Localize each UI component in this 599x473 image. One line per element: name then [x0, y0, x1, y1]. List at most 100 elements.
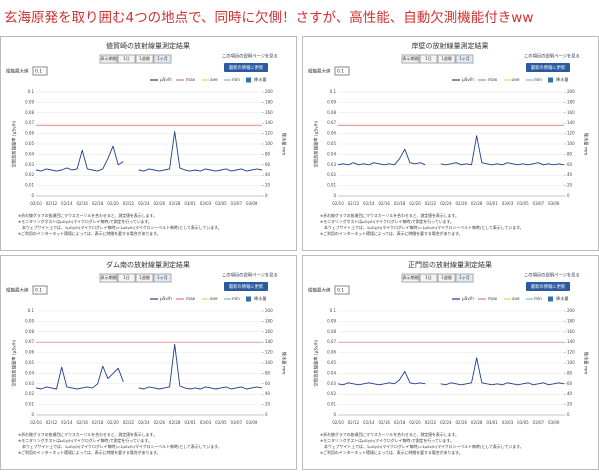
axis-max-label: 縦軸最大値	[308, 287, 331, 294]
period-button-label: 表示期間	[403, 55, 419, 61]
axis-max-select[interactable]	[334, 66, 350, 76]
period-button[interactable]	[437, 54, 456, 64]
y-tick-label: 0.04	[25, 370, 34, 375]
period-button[interactable]	[419, 54, 438, 64]
legend-label: min	[232, 77, 240, 82]
period-button-label: 1ヶ月	[459, 56, 470, 61]
legend-label: μSv/h	[462, 296, 474, 301]
note: ※折れ線グラフの各項目にマウスカーソルを合わせると、測定値を表示します。	[18, 432, 157, 437]
x-tick-label: 02/18	[394, 420, 406, 425]
refresh-button[interactable]	[526, 282, 570, 291]
period-button[interactable]	[117, 54, 136, 64]
y2-tick-label: 180	[567, 318, 575, 323]
legend-swatch	[548, 296, 553, 302]
y-tick-label: 0.03	[327, 381, 336, 386]
x-tick-label: 02/20	[107, 420, 119, 425]
x-tick-label: 02/14	[61, 201, 73, 206]
period-button[interactable]	[153, 54, 172, 64]
legend-label: 降水量	[254, 295, 267, 302]
y2-tick-label: 20	[265, 402, 271, 407]
x-tick-label: 02/26	[154, 420, 166, 425]
y-tick-label: 0.1	[330, 308, 337, 313]
y-tick-label: 0	[333, 412, 336, 417]
refresh-button[interactable]	[526, 63, 570, 72]
x-tick-label: 02/22	[123, 201, 135, 206]
period-button-label: 1日	[123, 56, 130, 61]
y2-tick-label: 140	[567, 120, 575, 125]
x-tick-label: 02/22	[123, 420, 135, 425]
period-button-label: 1週間	[441, 55, 452, 61]
x-tick-label: 02/12	[348, 201, 360, 206]
legend-swatch	[246, 296, 251, 302]
refresh-label: 最新の情報に更新	[531, 283, 566, 290]
note: 本ウェブサイト上では、1μGy/h(マイクログレイ毎時)=1μSv/h(マイクロ…	[324, 444, 524, 449]
note: ※モニタリングポストはμGy/h(マイクログレイ毎時)で測定を行っています。	[18, 219, 152, 224]
refresh-button[interactable]	[224, 282, 268, 291]
help-link[interactable]: この項目の説明ページを見る	[222, 272, 278, 279]
x-tick-label: 03/01	[184, 420, 196, 425]
x-tick-label: 02/28	[471, 420, 483, 425]
y2-tick-label: 140	[265, 120, 273, 125]
x-tick-label: 03/01	[486, 420, 498, 425]
y-tick-label: 0.06	[25, 350, 34, 355]
y-tick-label: 0.08	[25, 329, 34, 334]
x-tick-label: 03/01	[486, 201, 498, 206]
legend-label: μSv/h	[160, 77, 172, 82]
legend-swatch	[548, 77, 553, 83]
axis-max-select[interactable]	[334, 285, 350, 295]
refresh-label: 最新の情報に更新	[229, 64, 264, 71]
period-button[interactable]	[455, 54, 474, 64]
axis-max-select[interactable]	[32, 285, 48, 295]
x-tick-label: 02/16	[76, 201, 88, 206]
panel-border	[0, 36, 297, 251]
x-tick-label: 02/10	[332, 201, 344, 206]
period-button[interactable]	[419, 273, 438, 283]
x-tick-label: 02/28	[471, 201, 483, 206]
x-tick-label: 02/14	[61, 420, 73, 425]
y2-tick-label: 160	[265, 329, 273, 334]
y2-tick-label: 140	[265, 339, 273, 344]
x-tick-label: 02/20	[107, 201, 119, 206]
y2-tick-label: 0	[265, 193, 268, 198]
y-tick-label: 0.05	[327, 360, 336, 365]
x-tick-label: 02/18	[92, 420, 104, 425]
y2-tick-label: 80	[265, 370, 271, 375]
y2-tick-label: 160	[567, 110, 575, 115]
period-button[interactable]	[117, 273, 136, 283]
help-link[interactable]: この項目の説明ページを見る	[222, 53, 278, 60]
y2-tick-label: 180	[265, 318, 273, 323]
y-tick-label: 0.01	[25, 183, 34, 188]
axis-max-label: 縦軸最大値	[308, 68, 331, 75]
note: 本ウェブサイト上では、1μGy/h(マイクログレイ毎時)=1μSv/h(マイクロ…	[324, 225, 524, 230]
period-button[interactable]	[153, 273, 172, 283]
x-tick-label: 02/12	[348, 420, 360, 425]
y2-tick-label: 120	[567, 350, 575, 355]
y-tick-label: 0.05	[25, 141, 34, 146]
x-tick-label: 02/26	[154, 201, 166, 206]
help-link[interactable]: この項目の説明ページを見る	[524, 53, 580, 60]
y-tick-label: 0.02	[25, 172, 34, 177]
period-button[interactable]	[135, 273, 154, 283]
axis-max-select[interactable]	[32, 66, 48, 76]
y-tick-label: 0.09	[25, 99, 34, 104]
y-tick-label: 0.1	[28, 89, 35, 94]
period-button[interactable]	[455, 273, 474, 283]
period-button[interactable]	[437, 273, 456, 283]
axis-max-value: 0.1	[35, 69, 42, 75]
y2-tick-label: 40	[567, 172, 573, 177]
x-tick-label: 02/18	[394, 201, 406, 206]
legend-label: 降水量	[556, 295, 569, 302]
help-link[interactable]: この項目の説明ページを見る	[524, 272, 580, 279]
y-tick-label: 0	[31, 412, 34, 417]
y2-tick-label: 80	[567, 370, 573, 375]
period-button[interactable]	[135, 54, 154, 64]
refresh-button[interactable]	[224, 63, 268, 72]
y2-axis-label: 降水量 mm	[583, 352, 590, 375]
note: ※モニタリングポストはμGy/h(マイクログレイ毎時)で測定を行っています。	[320, 219, 454, 224]
x-tick-label: 02/12	[46, 201, 58, 206]
x-tick-label: 02/12	[46, 420, 58, 425]
x-tick-label: 02/18	[92, 201, 104, 206]
